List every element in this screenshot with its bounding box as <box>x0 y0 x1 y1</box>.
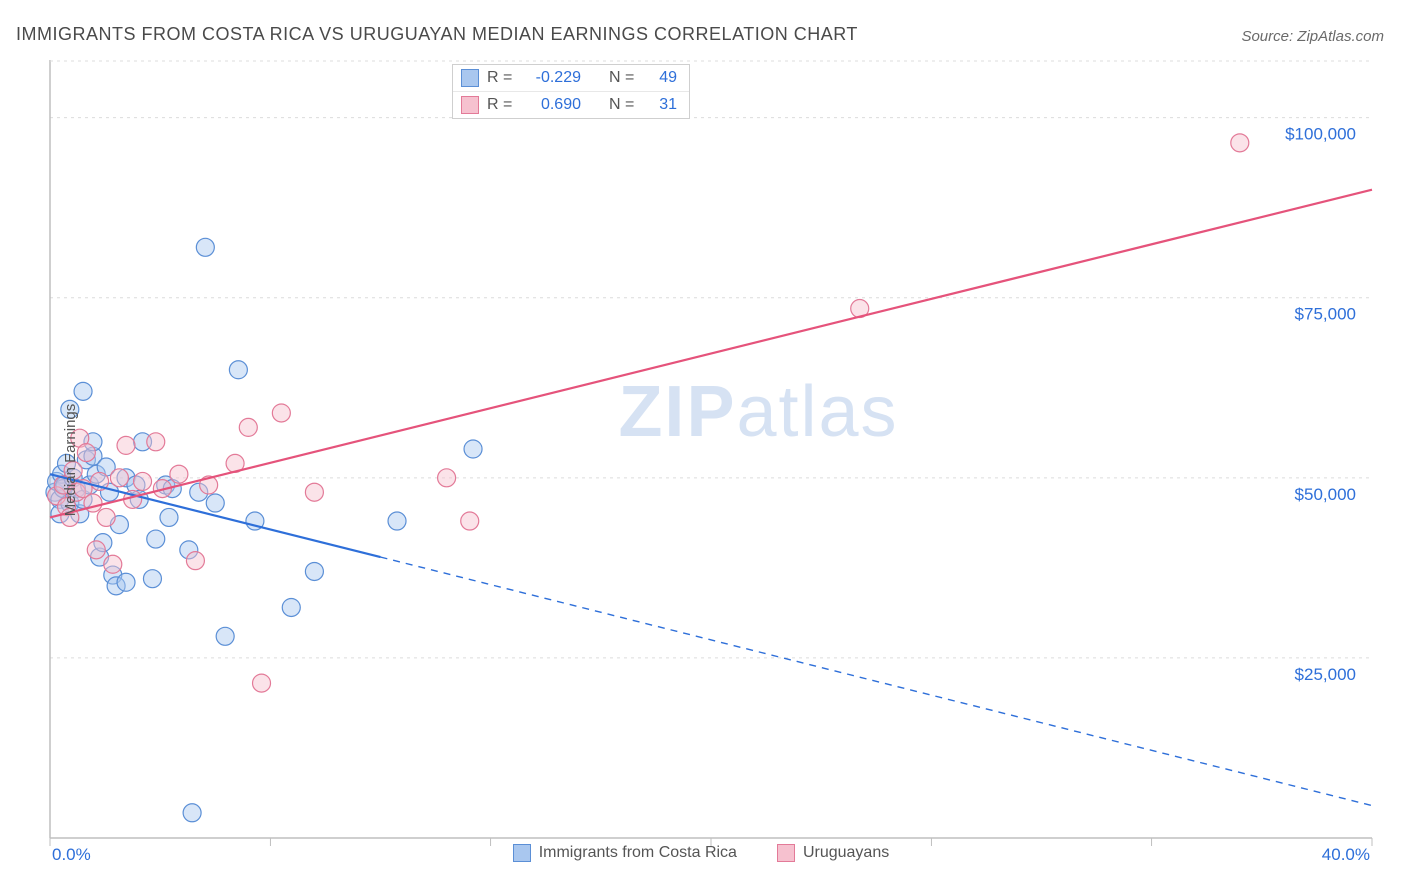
svg-text:$75,000: $75,000 <box>1295 305 1356 324</box>
chart-title: IMMIGRANTS FROM COSTA RICA VS URUGUAYAN … <box>16 24 858 45</box>
legend-swatch <box>461 96 479 114</box>
legend-stats-box: R = -0.229 N = 49 R = 0.690 N = 31 <box>452 64 690 119</box>
y-axis-label: Median Earnings <box>62 404 79 517</box>
svg-text:40.0%: 40.0% <box>1322 845 1370 860</box>
legend-R-label: R = <box>487 96 515 114</box>
legend-swatch <box>513 844 531 862</box>
svg-text:$50,000: $50,000 <box>1295 485 1356 504</box>
source-label: Source: ZipAtlas.com <box>1241 28 1384 45</box>
svg-text:$25,000: $25,000 <box>1295 665 1356 684</box>
legend-swatch <box>777 844 795 862</box>
legend-item-label: Uruguayans <box>803 844 889 862</box>
legend-R-label: R = <box>487 69 515 87</box>
legend-N-value: 49 <box>645 69 677 87</box>
scatterplot: $25,000 $50,000 $75,000 $100,000 0.0% 40.0% <box>0 60 1406 860</box>
legend-item-label: Immigrants from Costa Rica <box>539 844 737 862</box>
legend-N-label: N = <box>609 96 637 114</box>
svg-text:0.0%: 0.0% <box>52 845 91 860</box>
legend-N-label: N = <box>609 69 637 87</box>
legend-N-value: 31 <box>645 96 677 114</box>
legend-bottom: Immigrants from Costa Rica Uruguayans <box>513 844 890 862</box>
legend-item: Immigrants from Costa Rica <box>513 844 737 862</box>
legend-item: Uruguayans <box>777 844 889 862</box>
svg-text:$100,000: $100,000 <box>1285 125 1356 144</box>
legend-stats-row: R = 0.690 N = 31 <box>453 91 689 118</box>
legend-swatch <box>461 69 479 87</box>
legend-R-value: 0.690 <box>523 96 581 114</box>
legend-R-value: -0.229 <box>523 69 581 87</box>
legend-stats-row: R = -0.229 N = 49 <box>453 65 689 91</box>
chart-container: Median Earnings $25,000 $50,000 $75,000 $10… <box>0 60 1406 860</box>
